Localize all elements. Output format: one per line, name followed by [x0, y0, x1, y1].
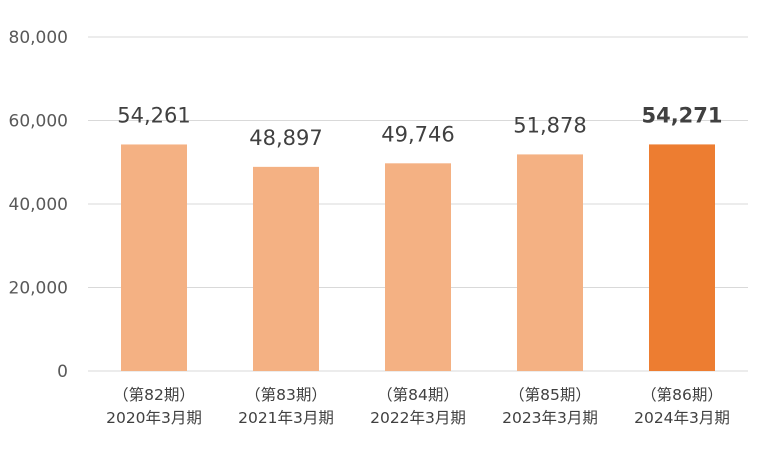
- x-tick-label: 2023年3月期: [502, 409, 598, 427]
- data-label: 48,897: [249, 126, 322, 150]
- y-tick-label: 0: [57, 362, 68, 382]
- data-label: 54,271: [641, 103, 722, 127]
- bar: [385, 163, 451, 371]
- bar: [121, 144, 187, 371]
- bar: [649, 144, 715, 371]
- y-tick-label: 60,000: [9, 112, 68, 132]
- y-tick-label: 80,000: [9, 28, 68, 48]
- x-tick-label: （第83期）: [245, 386, 327, 404]
- data-label: 51,878: [513, 113, 586, 137]
- data-label: 54,261: [117, 103, 190, 127]
- x-tick-label: （第82期）: [113, 386, 195, 404]
- data-label: 49,746: [381, 122, 454, 146]
- bar: [253, 166, 319, 371]
- y-tick-label: 20,000: [9, 279, 68, 299]
- x-tick-label: 2021年3月期: [238, 409, 334, 427]
- x-tick-label: 2022年3月期: [370, 409, 466, 427]
- y-tick-label: 40,000: [9, 195, 68, 215]
- bar: [517, 154, 583, 371]
- x-tick-label: （第85期）: [509, 386, 591, 404]
- x-tick-label: 2024年3月期: [634, 409, 730, 427]
- x-tick-label: （第84期）: [377, 386, 459, 404]
- x-tick-label: 2020年3月期: [106, 409, 202, 427]
- x-tick-label: （第86期）: [641, 386, 723, 404]
